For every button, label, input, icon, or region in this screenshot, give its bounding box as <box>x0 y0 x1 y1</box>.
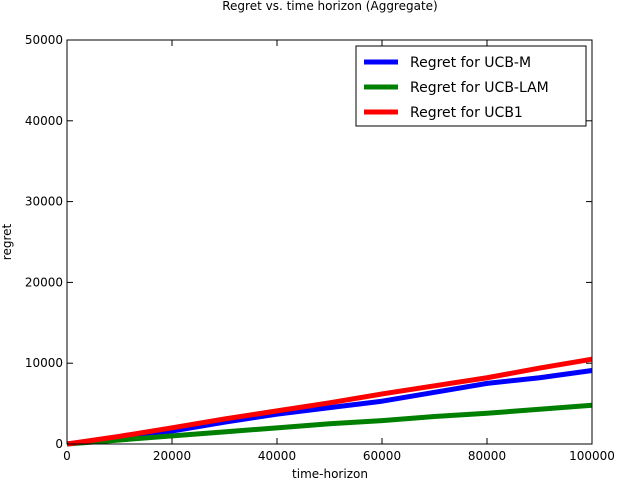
y-tick-label: 40000 <box>25 114 63 128</box>
y-tick-label: 0 <box>55 437 63 451</box>
x-tick-label: 60000 <box>363 449 401 463</box>
y-axis-ticks: 0 10000 20000 30000 40000 50000 <box>25 33 592 451</box>
legend-entries: Regret for UCB-M Regret for UCB-LAM Regret… <box>364 55 549 121</box>
series-line-1 <box>66 402 593 447</box>
y-tick-label: 30000 <box>25 195 63 209</box>
chart-title: Regret vs. time horizon (Aggregate) <box>222 0 437 13</box>
x-tick-label: 40000 <box>258 449 296 463</box>
series-line-2 <box>66 356 593 447</box>
legend-label-1: Regret for UCB-LAM <box>410 80 549 96</box>
y-axis-label: regret <box>0 223 14 260</box>
legend-label-2: Regret for UCB1 <box>410 105 523 121</box>
x-tick-label: 80000 <box>468 449 506 463</box>
x-axis-ticks: 0 20000 40000 60000 80000 100000 <box>63 40 615 463</box>
x-tick-label: 20000 <box>153 449 191 463</box>
plot-lines <box>66 356 593 447</box>
x-tick-label: 0 <box>63 449 71 463</box>
y-tick-label: 20000 <box>25 275 63 289</box>
legend-label-0: Regret for UCB-M <box>410 55 531 71</box>
legend: Regret for UCB-M Regret for UCB-LAM Regret… <box>355 45 587 127</box>
y-tick-label: 50000 <box>25 33 63 47</box>
series-line-0 <box>66 367 593 447</box>
plot-frame <box>66 39 593 445</box>
x-tick-label: 100000 <box>569 449 615 463</box>
y-tick-label: 10000 <box>25 356 63 370</box>
x-axis-label: time-horizon <box>292 467 368 480</box>
